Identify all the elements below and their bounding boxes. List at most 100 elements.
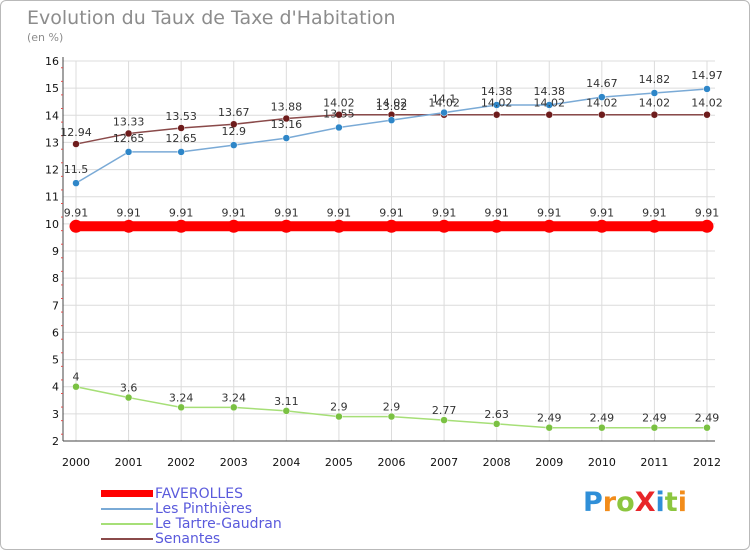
data-label: 9.91 xyxy=(116,206,141,219)
data-label: 9.91 xyxy=(327,206,352,219)
axis-layer: 2 3 4 5 6 7 8 9 10 11 12 13 14 15 16 2000 2001 2002 2003 20… xyxy=(45,55,721,469)
chart-title: Evolution du Taux de Taxe d'Habitation xyxy=(27,7,396,29)
series-point-1 xyxy=(230,141,238,149)
data-label: 3.6 xyxy=(120,382,138,395)
series-point-2 xyxy=(440,416,448,424)
series-point-0 xyxy=(700,219,714,233)
y-tick-label: 8 xyxy=(52,272,59,285)
data-label: 14.38 xyxy=(534,85,566,98)
x-tick-label: 2000 xyxy=(62,456,90,469)
series-point-0 xyxy=(122,219,136,233)
series-point-1 xyxy=(72,179,80,187)
data-label: 9.91 xyxy=(590,206,615,219)
data-label: 2.9 xyxy=(383,401,401,414)
series-point-3 xyxy=(282,114,291,123)
data-label: 14.02 xyxy=(323,97,355,110)
data-label: 14.02 xyxy=(534,97,566,110)
y-tick-label: 10 xyxy=(45,218,59,231)
legend-swatch-senantes xyxy=(101,538,153,540)
y-tick-label: 5 xyxy=(52,354,59,367)
series-point-1 xyxy=(177,148,185,156)
series-point-0 xyxy=(69,219,83,233)
data-label: 2.77 xyxy=(432,404,457,417)
series-point-1 xyxy=(650,89,659,97)
data-label: 2.49 xyxy=(537,412,562,425)
series-point-1 xyxy=(703,85,711,93)
series-point-0 xyxy=(227,219,241,233)
legend-label-senantes: Senantes xyxy=(155,531,221,547)
data-label: 13.67 xyxy=(218,106,250,119)
data-label: 14.02 xyxy=(376,97,408,110)
y-tick-label: 4 xyxy=(52,381,59,394)
series-point-1 xyxy=(598,93,606,101)
x-tick-label: 2006 xyxy=(378,456,406,469)
series-point-3 xyxy=(598,110,606,119)
series-point-0 xyxy=(279,219,293,233)
series-point-1 xyxy=(282,134,291,142)
y-tick-label: 12 xyxy=(45,164,59,177)
series-point-2 xyxy=(387,412,396,421)
grid-layer xyxy=(63,60,715,442)
series-point-2 xyxy=(72,382,80,391)
data-label: 9.91 xyxy=(642,206,667,219)
y-tick-label: 15 xyxy=(45,82,59,95)
data-label: 2.49 xyxy=(695,412,720,425)
series-point-3 xyxy=(545,110,553,119)
legend-swatch-les-pinthieres xyxy=(101,508,153,510)
data-label: 12.65 xyxy=(165,132,197,145)
data-label: 14.38 xyxy=(481,85,513,98)
data-label: 9.91 xyxy=(432,206,457,219)
series-point-0 xyxy=(595,219,609,233)
series-point-0 xyxy=(174,219,188,233)
data-label: 12.94 xyxy=(60,126,92,139)
series-point-2 xyxy=(230,403,238,412)
data-label: 13.55 xyxy=(323,108,355,121)
logo-letter: i xyxy=(677,487,687,518)
y-tick-label: 6 xyxy=(52,326,59,339)
series-point-2 xyxy=(335,412,343,421)
x-tick-label: 2011 xyxy=(640,456,668,469)
data-label: 13.16 xyxy=(271,118,303,131)
x-tick-label: 2008 xyxy=(483,456,511,469)
y-tick-label: 3 xyxy=(52,408,59,421)
series-point-0 xyxy=(437,219,451,233)
logo-letter: t xyxy=(664,487,678,518)
data-label: 9.91 xyxy=(484,206,509,219)
legend-swatch-le-tartre-gaudran xyxy=(101,523,153,525)
data-label: 14.02 xyxy=(428,97,460,110)
data-label: 14.02 xyxy=(586,97,618,110)
logo-letter: o xyxy=(616,487,635,518)
series-point-2 xyxy=(124,393,133,402)
data-label: 9.91 xyxy=(274,206,299,219)
series-point-3 xyxy=(124,129,133,138)
proxiti-logo: ProXiti xyxy=(583,487,687,518)
series-point-3 xyxy=(492,110,501,119)
data-label: 13.33 xyxy=(113,115,145,128)
logo-letter: i xyxy=(655,487,665,518)
data-label: 14.02 xyxy=(691,97,723,110)
data-label: 9.91 xyxy=(537,206,562,219)
y-tick-label: 16 xyxy=(45,55,59,68)
series-point-1 xyxy=(387,116,396,124)
data-label: 13.53 xyxy=(165,110,197,123)
logo-letter: X xyxy=(634,487,656,518)
y-tick-label: 14 xyxy=(45,109,59,122)
data-label: 2.9 xyxy=(330,401,348,414)
data-label: 14.1 xyxy=(432,93,457,106)
x-tick-label: 2002 xyxy=(167,456,195,469)
data-label: 3.11 xyxy=(274,395,299,408)
data-label: 2.63 xyxy=(484,408,509,421)
y-tick-label: 9 xyxy=(52,245,59,258)
series-point-0 xyxy=(385,219,398,233)
series-point-3 xyxy=(703,110,711,119)
y-tick-label: 2 xyxy=(52,435,59,448)
series-point-3 xyxy=(177,124,185,132)
series-point-3 xyxy=(230,120,238,128)
data-label: 12.9 xyxy=(222,125,247,138)
x-tick-label: 2012 xyxy=(693,456,721,469)
data-label: 9.91 xyxy=(222,206,247,219)
data-label: 9.91 xyxy=(169,206,194,219)
legend-label-le-tartre-gaudran: Le Tartre-Gaudran xyxy=(155,516,282,532)
